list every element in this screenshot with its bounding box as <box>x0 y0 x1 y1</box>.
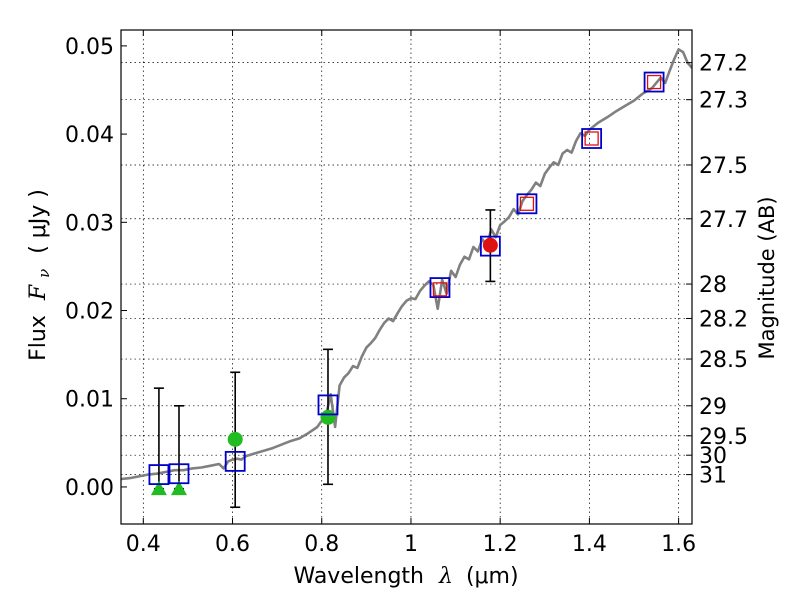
green-detection-marker <box>320 409 336 425</box>
x-axis-label-text: Wavelength <box>293 564 424 589</box>
magnitude-tick-label: 27.7 <box>699 208 748 233</box>
magnitude-axis-label: Magnitude (AB) <box>755 196 779 359</box>
x-tick-label: 1.2 <box>483 532 518 557</box>
magnitude-tick-label: 27.2 <box>699 52 748 77</box>
magnitude-tick-label: 28 <box>699 273 727 298</box>
x-tick-label: 0.8 <box>304 532 339 557</box>
y-tick-label: 0.01 <box>65 388 114 413</box>
magnitude-tick-label: 27.5 <box>699 154 748 179</box>
observed-flux-marker <box>643 71 665 93</box>
grid-lines <box>121 30 692 524</box>
model-photometry-marker <box>646 74 662 90</box>
x-axis-label-symbol: λ <box>438 564 453 589</box>
y-axis-label-text: Flux <box>26 315 51 361</box>
x-tick-label: 1.6 <box>661 532 696 557</box>
model-spectrum-line <box>121 48 692 481</box>
model-photometry-marker <box>584 131 599 146</box>
plot-frame <box>120 29 693 525</box>
magnitude-tick-label: 29.5 <box>699 425 748 450</box>
x-tick-label: 0.6 <box>215 532 250 557</box>
y-tick-label: 0.03 <box>65 211 114 236</box>
magnitude-tick-label: 27.3 <box>699 89 748 114</box>
observed-flux-marker <box>168 463 190 485</box>
model-photometry-marker <box>519 196 535 211</box>
observed-flux-marker <box>148 464 170 486</box>
model-photometry-marker <box>432 282 448 297</box>
magnitude-tick-label: 30 <box>699 444 727 469</box>
x-tick-labels: 0.4 0.6 0.8 1 1.2 1.4 1.6 <box>126 532 696 557</box>
x-tick-label: 1 <box>404 532 418 557</box>
observed-flux-marker <box>516 193 538 215</box>
y-axis-label-subscript: ν <box>35 269 53 278</box>
upper-limit-triangle-marker <box>170 480 187 496</box>
x-tick-label: 0.4 <box>126 532 161 557</box>
observed-flux-marker <box>317 394 339 416</box>
upper-limit-triangle-marker <box>150 480 167 496</box>
x-axis-label: Wavelength λ (μm) <box>293 564 518 589</box>
plot-area <box>121 48 692 509</box>
magnitude-tick-label: 28.2 <box>699 307 748 332</box>
y-axis-label: Flux F ν ( μJy ) <box>26 189 55 361</box>
magnitude-tick-label: 28.5 <box>699 348 748 373</box>
x-axis-label-unit: (μm) <box>466 564 519 589</box>
magnitude-tick-label: 31 <box>699 464 727 489</box>
y-axis-label-symbol: F <box>26 284 51 301</box>
x-tick-label: 1.4 <box>572 532 607 557</box>
observed-flux-marker <box>581 128 603 149</box>
y-tick-label: 0.05 <box>65 35 114 60</box>
magnitude-tick-label: 29 <box>699 395 727 420</box>
y-tick-labels: 0.00 0.01 0.02 0.03 0.04 0.05 <box>65 35 114 501</box>
y-tick-label: 0.04 <box>65 123 114 148</box>
red-detection-marker <box>482 237 498 253</box>
green-detection-marker <box>227 431 243 447</box>
observed-flux-marker <box>479 235 501 257</box>
y-tick-label: 0.02 <box>65 300 114 325</box>
observed-flux-marker <box>224 450 246 472</box>
axis-ticks <box>121 30 692 524</box>
y-axis-label-unit: ( μJy ) <box>26 189 51 254</box>
y-tick-label: 0.00 <box>65 476 114 501</box>
observed-flux-marker <box>429 277 451 298</box>
